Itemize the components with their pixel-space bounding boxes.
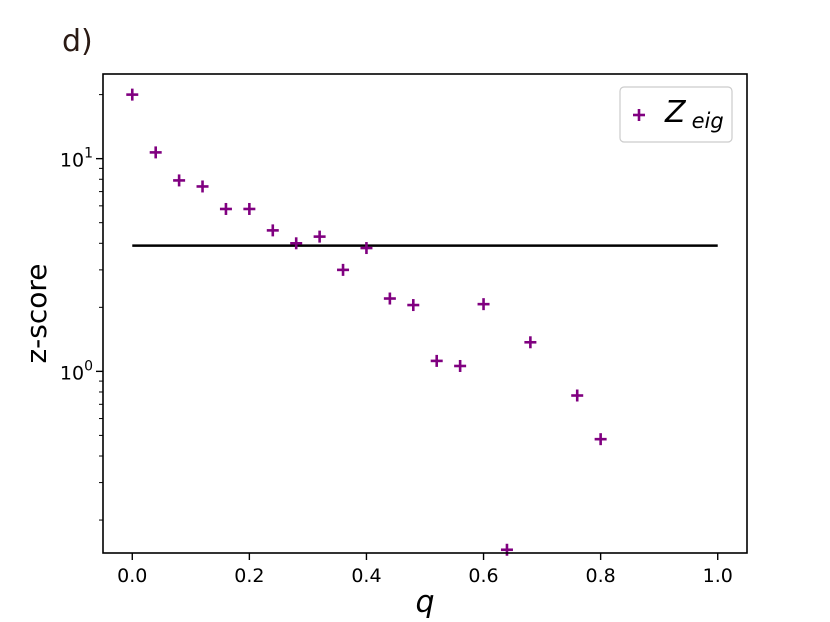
y-tick-label: 101 [60, 146, 93, 172]
y-axis-title: z-score [20, 263, 53, 363]
data-point [571, 389, 584, 402]
data-point [337, 263, 350, 276]
data-point [266, 224, 279, 237]
data-point [313, 230, 326, 243]
data-point [196, 180, 209, 193]
x-tick-label: 0.8 [586, 565, 616, 587]
data-point [500, 543, 513, 556]
data-point [430, 354, 443, 367]
data-point [477, 298, 490, 311]
y-tick-base: 10 [60, 362, 84, 384]
x-axis-title: q [415, 585, 434, 620]
x-axis: 0.0 0.2 0.4 0.6 0.8 1.0 [117, 553, 733, 587]
data-point [173, 174, 186, 187]
panel-label: d) [62, 24, 93, 59]
y-tick-label: 100 [60, 358, 93, 384]
x-tick-label: 0.2 [234, 565, 264, 587]
x-tick-label: 0.4 [351, 565, 381, 587]
x-tick-label: 0.6 [468, 565, 498, 587]
y-tick-exponent: 0 [84, 358, 93, 374]
y-tick-base: 10 [60, 150, 84, 172]
data-point [243, 202, 256, 215]
legend-series-subscript: eig [692, 109, 724, 133]
data-point [383, 292, 396, 305]
legend-box [619, 86, 733, 143]
y-tick-exponent: 1 [84, 146, 93, 162]
legend-series-name: Z [664, 95, 687, 130]
data-point [219, 202, 232, 215]
legend-marker-icon [633, 109, 645, 121]
x-tick-label: 1.0 [703, 565, 733, 587]
data-point [524, 336, 537, 349]
data-point [454, 359, 467, 372]
data-point [149, 146, 162, 159]
data-point [290, 237, 303, 250]
data-point [360, 242, 373, 255]
x-tick-label: 0.0 [117, 565, 147, 587]
data-point [594, 433, 607, 446]
data-point [407, 299, 420, 312]
plot-area [126, 88, 718, 556]
plot-frame [102, 73, 748, 554]
data-point [126, 88, 139, 101]
